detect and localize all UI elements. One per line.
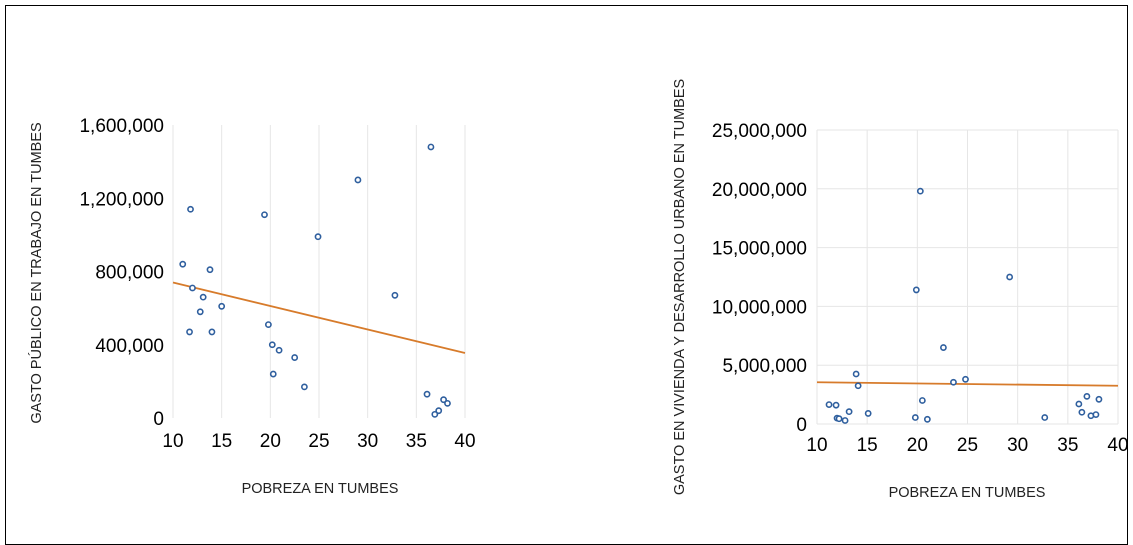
gridlines (816, 129, 1119, 425)
data-point (912, 286, 920, 294)
y-tick-label: 25,000,000 (712, 121, 807, 142)
x-tick-label: 20 (907, 435, 928, 456)
data-point (825, 401, 833, 408)
data-point (391, 291, 399, 299)
data-point (208, 328, 216, 336)
y-tick-label: 400,000 (95, 336, 164, 357)
data-point (189, 284, 196, 292)
data-point (261, 211, 268, 219)
data-point (268, 341, 276, 349)
gridlines (172, 125, 466, 418)
data-point (1083, 392, 1091, 400)
x-axis-title: POBREZA EN TUMBES (242, 481, 399, 497)
x-tick-label: 20 (260, 431, 281, 452)
data-point (841, 417, 849, 424)
data-point (300, 383, 308, 391)
y-axis-title: GASTO EN VIVIENDA Y DESARROLLO URBANO EN… (672, 79, 688, 495)
data-point (269, 370, 277, 378)
data-point (923, 415, 931, 423)
x-tick-label: 15 (211, 431, 232, 452)
data-point (440, 396, 447, 404)
y-tick-label: 0 (153, 409, 164, 430)
chart-right-panel: 10 15 20 25 30 35 40 0 5,000,000 10,000,000 15,000… (560, 0, 1133, 533)
data-point (950, 378, 957, 386)
y-axis-title: GASTO PÚBLICO EN TRABAJO EN TUMBES (28, 122, 45, 423)
x-tick-label: 15 (857, 435, 878, 456)
y-tick-label: 5,000,000 (722, 356, 807, 377)
x-tick-label: 40 (454, 431, 475, 452)
data-point (218, 302, 226, 310)
x-tick-label: 25 (957, 435, 978, 456)
data-point (354, 176, 362, 184)
data-point (962, 375, 969, 383)
data-point (845, 408, 853, 416)
data-point (196, 308, 204, 316)
data-point (918, 397, 926, 404)
chart-left-svg: 10 15 20 25 30 35 40 0 400,000 800,000 1,200,000 1,… (28, 116, 476, 497)
data-point (314, 233, 322, 241)
data-point (275, 346, 283, 354)
data-point (206, 266, 214, 274)
y-tick-label: 10,000,000 (712, 297, 807, 318)
data-point (864, 410, 872, 417)
x-tick-label: 30 (1007, 435, 1028, 456)
x-tick-label: 35 (1057, 435, 1078, 456)
data-point (186, 328, 193, 336)
data-point (427, 143, 435, 151)
y-tick-label: 15,000,000 (712, 239, 807, 260)
x-tick-label: 30 (357, 431, 378, 452)
data-point (423, 390, 431, 398)
data-point (1078, 408, 1086, 416)
x-tick-label: 10 (162, 431, 183, 452)
data-point (835, 415, 843, 423)
figure-frame (5, 5, 1128, 545)
y-tick-label: 800,000 (95, 263, 164, 284)
y-tick-label: 0 (796, 415, 807, 436)
data-point (854, 382, 862, 390)
x-axis-title: POBREZA EN TUMBES (889, 485, 1046, 501)
data-point (832, 401, 840, 409)
data-point (916, 187, 924, 195)
data-point (187, 205, 194, 213)
x-tick-label: 40 (1107, 435, 1128, 456)
trendline (816, 381, 1119, 387)
data-point (1092, 411, 1100, 418)
data-point (1075, 400, 1083, 408)
data-point (1041, 414, 1049, 421)
trendline (172, 281, 466, 354)
data-point (431, 410, 439, 418)
data-point (911, 414, 919, 421)
chart-right-svg: 10 15 20 25 30 35 40 0 5,000,000 10,000,000 15,000… (672, 79, 1129, 501)
chart-left-panel: 10 15 20 25 30 35 40 0 400,000 800,000 1,200,000 1,… (0, 0, 560, 533)
y-tick-label: 20,000,000 (712, 180, 807, 201)
x-tick-label: 25 (308, 431, 329, 452)
data-point (291, 354, 299, 361)
data-point (852, 370, 860, 378)
x-tick-label: 35 (406, 431, 427, 452)
data-point (940, 344, 947, 351)
y-tick-label: 1,600,000 (79, 116, 164, 137)
data-point (179, 260, 187, 268)
data-point (1006, 273, 1014, 281)
x-tick-label: 10 (806, 435, 827, 456)
data-point (444, 399, 451, 407)
data-point (435, 407, 443, 415)
y-tick-label: 1,200,000 (79, 189, 164, 210)
data-point (264, 321, 272, 329)
data-point (1095, 395, 1103, 403)
data-point (199, 293, 207, 301)
